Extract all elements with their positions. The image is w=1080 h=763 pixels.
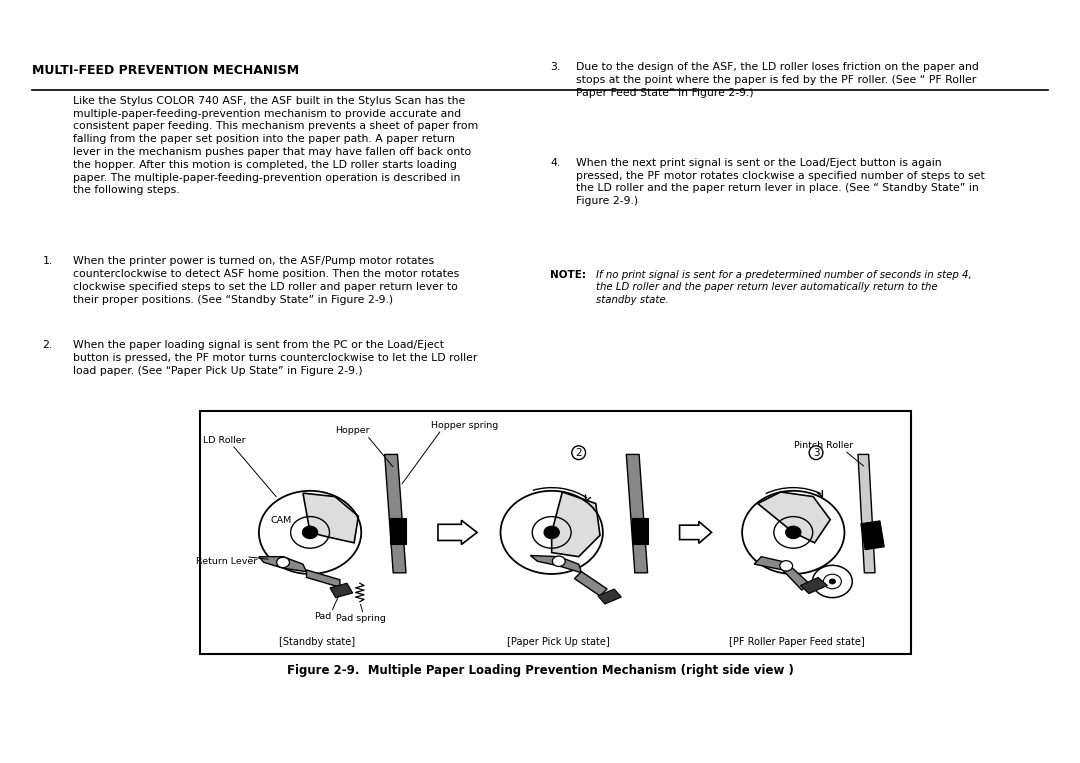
Circle shape [276, 557, 289, 568]
Text: [PF Roller Paper Feed state]: [PF Roller Paper Feed state] [729, 637, 865, 647]
Polygon shape [858, 455, 875, 573]
Polygon shape [390, 518, 406, 544]
Text: Pad: Pad [314, 612, 332, 621]
Circle shape [785, 526, 801, 539]
Text: When the printer power is turned on, the ASF/Pump motor rotates
counterclockwise: When the printer power is turned on, the… [73, 256, 459, 304]
Polygon shape [632, 518, 648, 544]
Text: Like the Stylus COLOR 740 ASF, the ASF built in the Stylus Scan has the
multiple: Like the Stylus COLOR 740 ASF, the ASF b… [73, 96, 478, 195]
Text: CAM: CAM [271, 517, 293, 526]
Text: 3: 3 [813, 448, 820, 458]
Text: EPSON Stylus Scan 2500: EPSON Stylus Scan 2500 [13, 13, 197, 27]
Circle shape [780, 561, 793, 571]
Polygon shape [552, 492, 600, 557]
Polygon shape [800, 578, 827, 594]
Text: Pad spring: Pad spring [336, 614, 387, 623]
Polygon shape [575, 571, 607, 596]
Text: Figure 2-9.  Multiple Paper Loading Prevention Mechanism (right side view ): Figure 2-9. Multiple Paper Loading Preve… [286, 664, 794, 677]
Text: Due to the design of the ASF, the LD roller loses friction on the paper and
stop: Due to the design of the ASF, the LD rol… [576, 62, 978, 98]
Text: [Standby state]: [Standby state] [279, 637, 355, 647]
Polygon shape [384, 455, 406, 573]
Text: When the next print signal is sent or the Load/Eject button is again
pressed, th: When the next print signal is sent or th… [576, 158, 984, 206]
Text: Hopper: Hopper [336, 427, 370, 436]
Circle shape [828, 578, 836, 584]
Text: MULTI-FEED PREVENTION MECHANISM: MULTI-FEED PREVENTION MECHANISM [32, 64, 299, 77]
Text: Revision A: Revision A [989, 13, 1067, 27]
Polygon shape [626, 455, 648, 573]
Text: 1.: 1. [42, 256, 53, 266]
Text: LD Roller: LD Roller [203, 436, 246, 445]
Text: Printer Mechanism Operation: Printer Mechanism Operation [436, 739, 644, 752]
Polygon shape [330, 583, 353, 597]
Circle shape [302, 526, 318, 539]
Text: [Paper Pick Up state]: [Paper Pick Up state] [508, 637, 610, 647]
Polygon shape [307, 570, 340, 588]
Text: Return Lever: Return Lever [197, 557, 258, 565]
Text: 2: 2 [576, 448, 582, 458]
Polygon shape [861, 521, 885, 549]
FancyArrow shape [438, 520, 477, 545]
Circle shape [544, 526, 559, 539]
Polygon shape [758, 492, 831, 542]
Text: 2.: 2. [42, 340, 53, 350]
Polygon shape [754, 557, 809, 590]
Text: If no print signal is sent for a predetermined number of seconds in step 4,
the : If no print signal is sent for a predete… [596, 269, 972, 305]
Text: 3.: 3. [550, 62, 561, 72]
Circle shape [552, 556, 565, 566]
Text: NOTE:: NOTE: [550, 269, 586, 279]
Polygon shape [259, 557, 307, 571]
Text: Operating Principles: Operating Principles [13, 739, 157, 752]
FancyBboxPatch shape [200, 411, 910, 654]
Text: Hopper spring: Hopper spring [431, 420, 498, 430]
Polygon shape [598, 589, 621, 604]
Text: When the paper loading signal is sent from the PC or the Load/Eject
button is pr: When the paper loading signal is sent fr… [73, 340, 477, 376]
FancyArrow shape [679, 521, 712, 543]
Text: Pintch Roller: Pintch Roller [795, 441, 853, 450]
Polygon shape [303, 493, 359, 542]
Text: 4.: 4. [550, 158, 561, 168]
Polygon shape [530, 555, 581, 573]
Text: 42: 42 [1050, 739, 1067, 752]
